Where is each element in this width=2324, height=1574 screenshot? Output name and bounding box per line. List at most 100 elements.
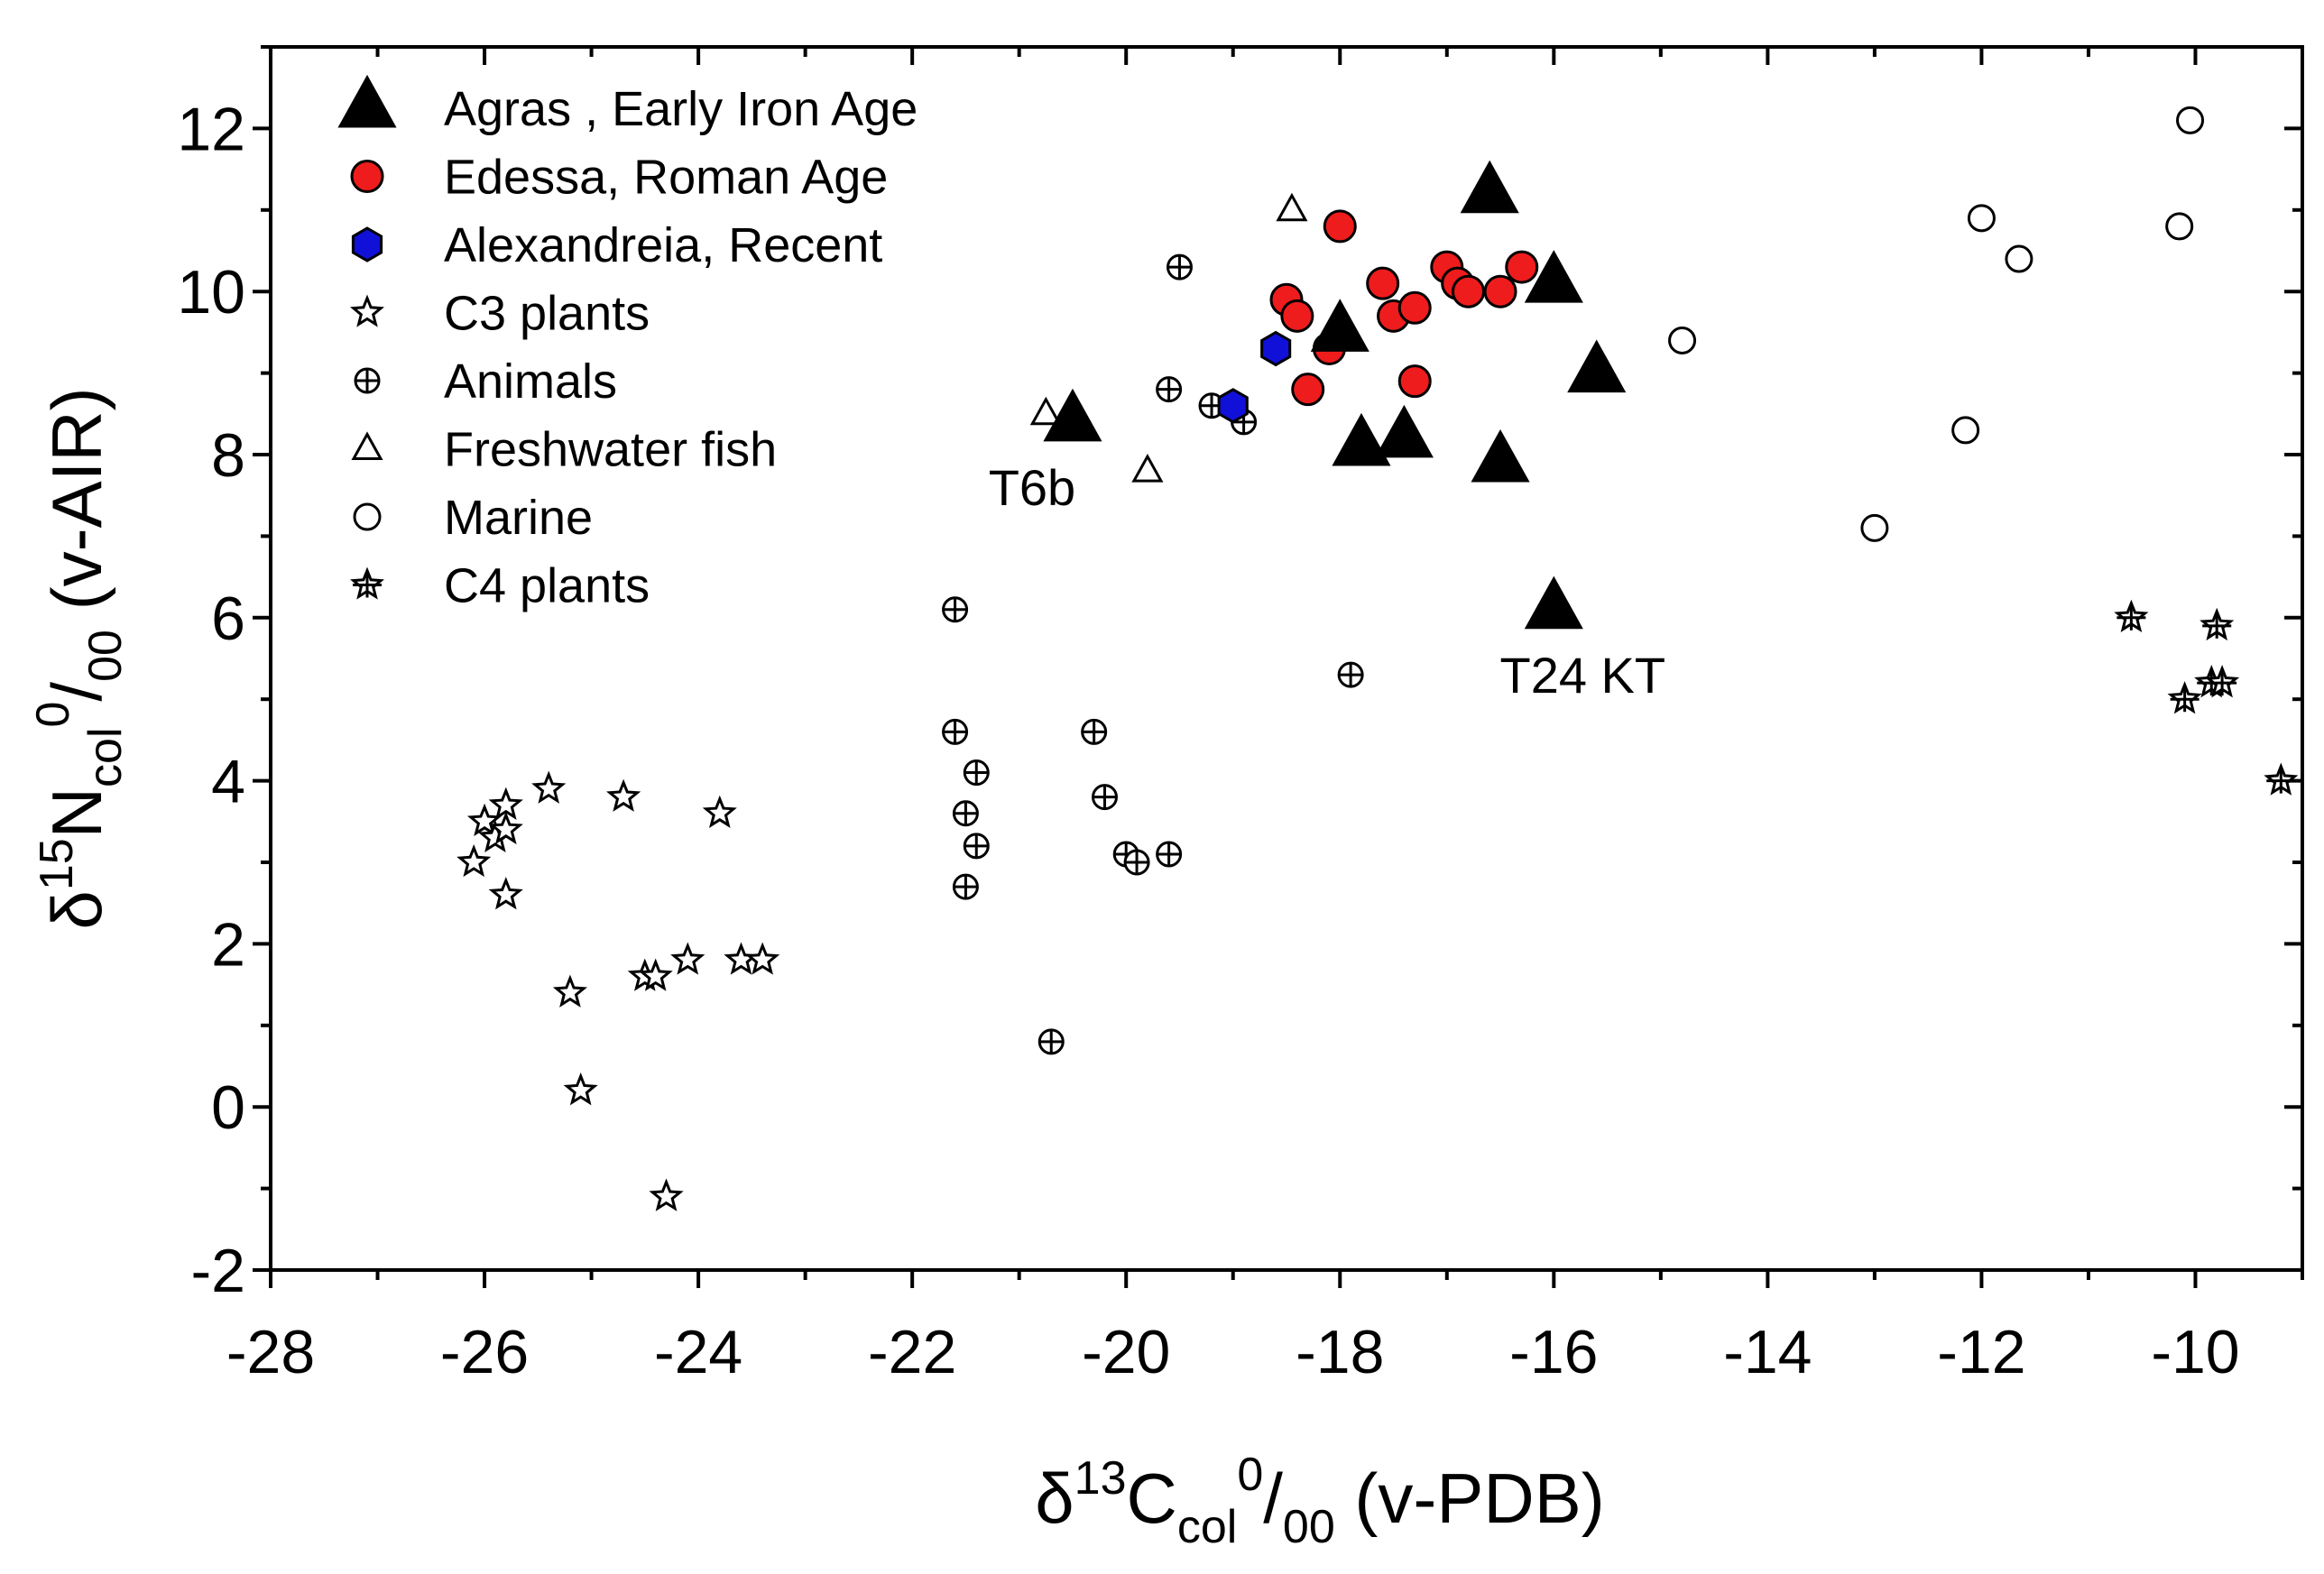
point-agras-early-iron-age <box>1310 299 1370 352</box>
legend: Agras , Early Iron Age Edessa, Roman Age A… <box>337 74 918 613</box>
legend-marker <box>337 74 397 128</box>
data-points <box>456 106 2299 1211</box>
point-alexandreia-recent <box>1260 330 1292 367</box>
point-animals <box>1092 784 1119 811</box>
y-tick-label: -2 <box>191 1237 245 1305</box>
y-axis-title: δ15Ncol0/00 (v-AIR) <box>27 387 132 929</box>
point-marine <box>1967 204 1996 233</box>
point-marine <box>1668 326 1697 354</box>
point-c3-plants <box>488 811 523 845</box>
point-animals <box>1038 1028 1065 1055</box>
legend-marker <box>350 160 384 193</box>
y-tick-label: 6 <box>211 584 245 653</box>
x-tick-label: -10 <box>2151 1318 2239 1386</box>
point-agras-early-iron-age <box>1460 160 1519 214</box>
point-c4-plants <box>2264 762 2299 796</box>
point-edessa-roman-age <box>1366 266 1400 300</box>
point-c4-plants <box>2167 681 2202 714</box>
legend-marker <box>351 226 383 262</box>
legend-label: Animals <box>444 354 617 409</box>
legend-label: Agras , Early Iron Age <box>444 82 918 136</box>
y-tick-label: 0 <box>211 1073 245 1142</box>
point-c4-plants <box>2200 607 2235 641</box>
point-agras-early-iron-age <box>1567 339 1627 393</box>
point-animals <box>942 718 969 745</box>
annotation-label: T6b <box>989 459 1076 516</box>
legend-label: C4 plants <box>444 559 650 613</box>
point-animals <box>952 873 979 900</box>
point-agras-early-iron-age <box>1524 250 1583 303</box>
point-agras-early-iron-age <box>1471 428 1530 483</box>
x-tick-label: -12 <box>1937 1318 2025 1386</box>
legend-marker <box>351 431 383 460</box>
point-animals <box>963 833 990 860</box>
point-marine <box>2165 212 2194 241</box>
point-c3-plants <box>563 1072 598 1106</box>
point-c3-plants <box>638 958 673 991</box>
point-edessa-roman-age <box>1323 209 1357 244</box>
y-tick-label: 12 <box>177 95 245 163</box>
point-freshwater-fish <box>1131 453 1164 483</box>
point-animals <box>1081 718 1108 745</box>
legend-marker <box>353 502 382 531</box>
point-animals <box>1156 376 1183 403</box>
point-c3-plants <box>488 877 523 910</box>
point-edessa-roman-age <box>1397 290 1432 325</box>
y-tick-label: 8 <box>211 421 245 490</box>
point-edessa-roman-age <box>1483 274 1517 308</box>
y-tick-label: 10 <box>177 258 245 327</box>
point-agras-early-iron-age <box>1524 575 1583 630</box>
point-edessa-roman-age <box>1451 274 1485 308</box>
legend-label: C3 plants <box>444 287 650 341</box>
point-animals <box>963 759 990 787</box>
point-c4-plants <box>2114 599 2149 632</box>
point-animals <box>1166 253 1193 281</box>
legend-label: Alexandreia, Recent <box>444 218 882 272</box>
point-agras-early-iron-age <box>1043 388 1102 442</box>
annotation-label: T24 KT <box>1500 647 1666 704</box>
point-freshwater-fish <box>1276 192 1308 222</box>
legend-label: Marine <box>444 491 593 545</box>
point-c3-plants <box>552 974 587 1008</box>
point-agras-early-iron-age <box>1332 412 1391 466</box>
annotations: T6b T24 KT <box>989 459 1665 704</box>
point-marine <box>2176 106 2205 134</box>
x-tick-label: -14 <box>1723 1318 1812 1386</box>
x-tick-label: -28 <box>226 1318 315 1386</box>
point-edessa-roman-age <box>1291 373 1325 407</box>
point-animals <box>942 596 969 623</box>
point-edessa-roman-age <box>1505 250 1539 284</box>
point-animals <box>1123 849 1150 876</box>
point-c3-plants <box>702 795 737 828</box>
point-marine <box>1951 416 1980 445</box>
point-animals <box>1198 392 1225 419</box>
point-c3-plants <box>649 1178 684 1211</box>
x-tick-label: -24 <box>654 1318 742 1386</box>
point-c3-plants <box>606 778 641 812</box>
x-tick-label: -16 <box>1509 1318 1598 1386</box>
x-tick-label: -22 <box>868 1318 956 1386</box>
y-tick-label: 2 <box>211 910 245 979</box>
point-alexandreia-recent <box>1217 388 1249 424</box>
point-c3-plants <box>531 770 567 804</box>
point-c3-plants <box>466 803 503 836</box>
legend-marker <box>349 294 385 327</box>
point-animals <box>1156 841 1183 868</box>
point-animals <box>952 800 979 827</box>
x-tick-label: -20 <box>1082 1318 1170 1386</box>
legend-label: Edessa, Roman Age <box>444 151 888 205</box>
x-tick-label: -26 <box>440 1318 529 1386</box>
legend-marker <box>349 566 385 600</box>
point-c3-plants <box>745 942 780 975</box>
point-edessa-roman-age <box>1280 299 1314 333</box>
legend-label: Freshwater fish <box>444 423 777 477</box>
point-c3-plants <box>456 843 492 878</box>
point-c3-plants <box>670 942 706 975</box>
point-edessa-roman-age <box>1397 364 1432 399</box>
point-animals <box>1337 661 1364 688</box>
point-marine <box>1860 513 1889 542</box>
legend-marker <box>354 367 381 394</box>
axis-tick-labels: -28 -26 -24 -22 -20 -18 -16 -14 -12 -10-202468101… <box>177 95 2239 1386</box>
point-c4-plants <box>2205 665 2240 698</box>
